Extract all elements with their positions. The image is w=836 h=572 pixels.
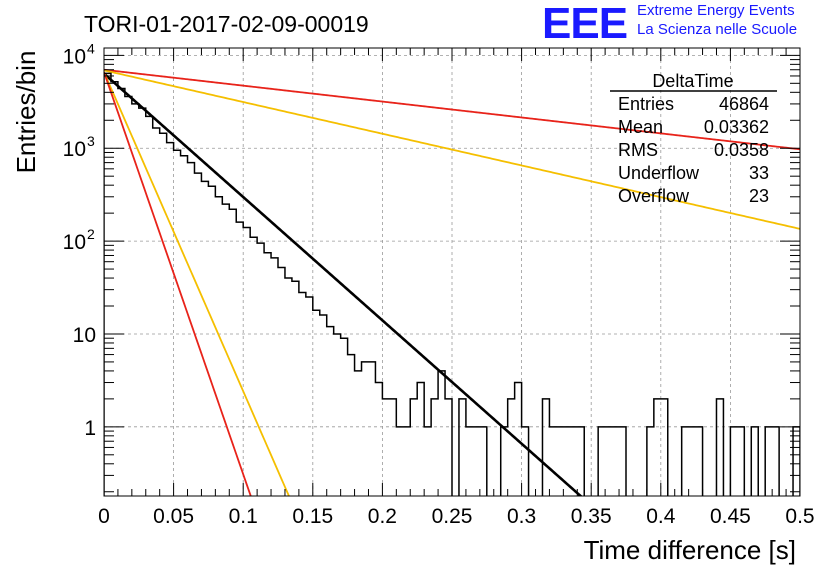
curve-upper-orange — [104, 69, 800, 230]
x-tick-label: 0.05 — [153, 505, 194, 528]
stats-row-label: Underflow — [618, 163, 700, 183]
histogram — [104, 72, 800, 496]
y-tick-label: 1 — [84, 417, 96, 440]
y-tick-label: 10 — [63, 138, 86, 161]
stats-row-label: RMS — [618, 140, 658, 160]
stats-box: DeltaTime Entries 46864 Mean 0.03362 RMS 0.03… — [610, 71, 777, 206]
curves — [104, 68, 800, 496]
stats-row-value: 0.03362 — [704, 117, 769, 137]
x-tick-label: 0.45 — [710, 505, 751, 528]
stats-row-label: Entries — [618, 94, 674, 114]
curve-fit — [104, 72, 583, 496]
stats-row-value: 0.0358 — [714, 140, 769, 160]
stats-row-value: 33 — [749, 163, 769, 183]
stats-row-label: Mean — [618, 117, 663, 137]
x-tick-label: 0.5 — [785, 505, 814, 528]
x-tick-label: 0.35 — [571, 505, 612, 528]
x-tick-label: 0.4 — [646, 505, 676, 528]
y-tick-exponent: 4 — [87, 40, 95, 56]
logo-line-1: Extreme Energy Events — [637, 2, 795, 19]
stats-title: DeltaTime — [652, 71, 733, 91]
y-axis-label: Entries/bin — [11, 51, 41, 174]
y-tick-label: 10 — [63, 231, 86, 254]
curve-upper-red — [104, 68, 800, 151]
x-tick-label: 0 — [98, 505, 110, 528]
ticks — [103, 48, 801, 496]
chart-title: TORI-01-2017-02-09-00019 — [84, 11, 369, 37]
x-tick-label: 0.25 — [432, 505, 473, 528]
y-tick-exponent: 2 — [87, 226, 95, 242]
stats-row-label: Overflow — [618, 186, 690, 206]
y-tick-label: 10 — [73, 324, 96, 347]
curve-lower-orange — [104, 71, 290, 496]
x-axis-label: Time difference [s] — [584, 535, 796, 565]
y-tick-exponent: 3 — [87, 133, 95, 149]
stats-row-value: 46864 — [719, 94, 769, 114]
histogram-steps — [104, 72, 800, 496]
x-tick-labels: 0 0.05 0.1 0.15 0.2 0.25 0.3 0.35 0.4 0.45 0.5 — [98, 505, 814, 528]
x-tick-label: 0.1 — [229, 505, 258, 528]
x-tick-label: 0.15 — [292, 505, 333, 528]
y-tick-label: 10 — [63, 45, 86, 68]
x-tick-label: 0.3 — [507, 505, 536, 528]
curve-lower-red — [104, 71, 252, 496]
x-tick-label: 0.2 — [368, 505, 397, 528]
logo-line-2: La Scienza nelle Scuole — [637, 21, 798, 38]
stats-row-value: 23 — [749, 186, 769, 206]
eee-logo: EEE — [542, 0, 628, 48]
